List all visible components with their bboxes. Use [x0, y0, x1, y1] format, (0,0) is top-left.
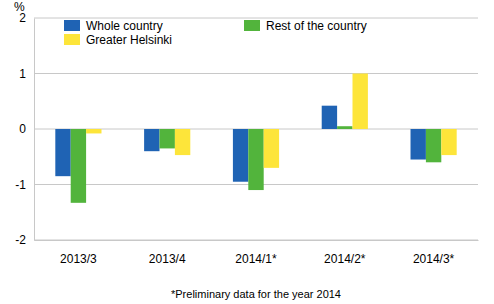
x-axis-line — [35, 240, 479, 241]
grid-line — [34, 73, 478, 74]
y-axis-title: % — [14, 0, 25, 14]
x-axis: 2013/3 2013/4 2014/1* 2014/2* 2014/3* — [35, 240, 479, 266]
legend-swatch — [244, 20, 260, 31]
bar — [86, 129, 101, 133]
series — [86, 74, 457, 168]
x-tick: 2014/3* — [413, 240, 455, 266]
bar — [352, 74, 367, 130]
bar — [441, 129, 456, 155]
x-tick-label: 2014/1* — [235, 252, 277, 266]
grid-line — [34, 240, 478, 241]
legend-label: Greater Helsinki — [86, 33, 172, 47]
bars — [55, 74, 456, 203]
y-tick: -2 — [15, 233, 34, 247]
legend-item: Whole country — [64, 19, 163, 33]
x-tick: 2014/1* — [235, 240, 277, 266]
y-tick: 0 — [19, 122, 34, 136]
bar — [71, 129, 86, 203]
bar — [322, 106, 337, 129]
legend: Whole country Rest of the country Greater … — [64, 19, 367, 47]
x-tick-label: 2014/2* — [324, 252, 366, 266]
legend-item: Rest of the country — [244, 19, 367, 33]
y-tick: -1 — [15, 178, 34, 192]
bar — [337, 126, 352, 129]
bar — [426, 129, 441, 162]
y-tick: 1 — [19, 67, 34, 81]
y-tick-label: 1 — [19, 67, 26, 81]
chart: -2-10122013/32013/42014/1*2014/2*2014/3*… — [0, 0, 494, 304]
legend-item: Greater Helsinki — [64, 33, 172, 47]
bar — [233, 129, 248, 182]
x-tick: 2014/2* — [324, 240, 366, 266]
bar — [160, 129, 175, 148]
x-tick: 2013/3 — [60, 240, 97, 266]
bar — [411, 129, 426, 160]
y-tick-label: -1 — [15, 178, 26, 192]
bar — [264, 129, 279, 168]
legend-swatch — [64, 20, 80, 31]
x-tick-label: 2013/3 — [60, 252, 97, 266]
x-tick: 2013/4 — [149, 240, 186, 266]
bar — [175, 129, 190, 155]
legend-label: Rest of the country — [266, 19, 367, 33]
footnote: *Preliminary data for the year 2014 — [171, 288, 341, 300]
bar — [248, 129, 263, 190]
y-tick-label: 0 — [19, 122, 26, 136]
x-tick-label: 2013/4 — [149, 252, 186, 266]
series — [71, 126, 442, 203]
x-tick-label: 2014/3* — [413, 252, 455, 266]
legend-swatch — [64, 34, 80, 45]
series — [55, 106, 426, 182]
y-axis-line — [34, 19, 35, 241]
legend-label: Whole country — [86, 19, 163, 33]
y-axis: -2-1012 — [15, 11, 34, 247]
grid — [34, 18, 478, 240]
y-tick-label: -2 — [15, 233, 26, 247]
bar — [55, 129, 70, 176]
bar — [144, 129, 159, 151]
